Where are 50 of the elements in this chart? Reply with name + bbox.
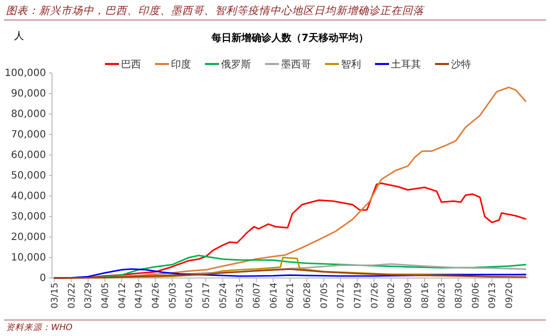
y-axis-title: 人 [14, 31, 24, 42]
x-tick-label: 07/19 [353, 282, 364, 308]
x-tick-label: 04/19 [134, 282, 145, 308]
legend-label: 墨西哥 [281, 60, 311, 70]
y-tick-label: 90,000 [11, 88, 46, 100]
chart-subtitle: 每日新增确诊人数（7天移动平均） [210, 32, 368, 44]
y-tick-label: 10,000 [11, 252, 46, 264]
text: 资料来源：WHO [6, 323, 73, 333]
x-tick-label: 04/12 [118, 282, 128, 308]
y-tick-label: 100,000 [4, 68, 46, 80]
x-tick-label: 08/23 [438, 282, 448, 308]
y-tick-label: 60,000 [11, 150, 46, 162]
x-tick-label: 08/30 [454, 282, 464, 308]
y-tick-label: 30,000 [11, 212, 46, 223]
x-tick-label: 09/13 [488, 282, 498, 308]
y-tick-label: 20,000 [11, 232, 46, 244]
y-tick-label: 50,000 [11, 170, 46, 182]
x-tick-label: 05/03 [168, 282, 178, 308]
x-tick-label: 07/12 [336, 282, 347, 308]
y-tick-label: 40,000 [11, 191, 46, 202]
x-tick-label: 06/28 [302, 282, 313, 308]
legend-label: 土耳其 [391, 58, 421, 70]
legend-label: 智利 [341, 58, 361, 70]
x-tick-label: 05/24 [218, 282, 229, 308]
x-tick-label: 08/16 [420, 282, 431, 308]
legend-label: 巴西 [121, 60, 141, 70]
x-tick-label: 08/02 [387, 282, 398, 308]
x-tick-label: 07/26 [370, 282, 380, 308]
x-tick-label: 07/05 [320, 282, 330, 308]
x-tick-label: 03/22 [67, 282, 78, 308]
x-tick-label: 03/29 [84, 282, 94, 308]
x-tick-label: 06/07 [252, 282, 262, 308]
x-tick-label: 06/21 [286, 282, 296, 308]
x-tick-label: 06/14 [269, 282, 280, 308]
x-tick-label: 04/05 [101, 282, 112, 308]
y-tick-label: 80,000 [11, 109, 46, 120]
legend-label: 沙特 [451, 58, 471, 70]
x-tick-label: 03/15 [50, 282, 61, 308]
chart-title: 图表：新兴市场中，巴西、印度、墨西哥、智利等疫情中心地区日均新增确诊正在回落 [6, 5, 425, 17]
legend-label: 俄罗斯 [221, 58, 251, 70]
x-tick-label: 05/31 [236, 282, 246, 308]
y-tick-label: 0 [40, 273, 46, 284]
legend-label: 印度 [171, 58, 191, 70]
y-tick-label: 70,000 [11, 130, 46, 141]
x-tick-label: 09/20 [504, 282, 515, 308]
x-tick-label: 09/06 [471, 282, 482, 308]
x-tick-label: 05/10 [185, 282, 196, 308]
x-tick-label: 04/26 [152, 282, 162, 308]
x-tick-label: 08/09 [404, 282, 414, 308]
x-tick-label: 05/17 [202, 282, 212, 308]
